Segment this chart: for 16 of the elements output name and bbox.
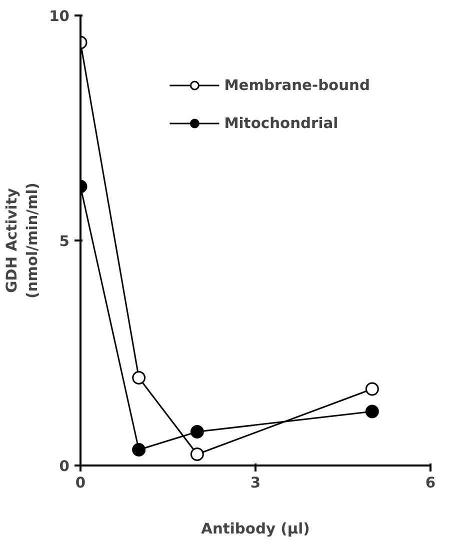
point: [132, 371, 146, 384]
point: [190, 448, 204, 461]
point: [190, 425, 204, 438]
x-tick-label: 6: [425, 474, 436, 492]
y-tick-label: 5: [59, 233, 70, 250]
point: [365, 382, 379, 396]
legend-label: Mitochondrial: [224, 114, 338, 132]
y-tick-label: 0: [59, 458, 70, 475]
x-axis-title: Antibody (µl): [201, 520, 310, 538]
point: [365, 404, 379, 418]
y-tick-label: 10: [49, 8, 70, 25]
x-tick-label: 0: [75, 474, 86, 492]
legend-label: Membrane-bound: [224, 76, 370, 94]
x-tick-label: 3: [250, 474, 261, 492]
point: [132, 443, 146, 456]
y-axis-title: GDH Activity (nmol/min/ml): [4, 182, 42, 298]
